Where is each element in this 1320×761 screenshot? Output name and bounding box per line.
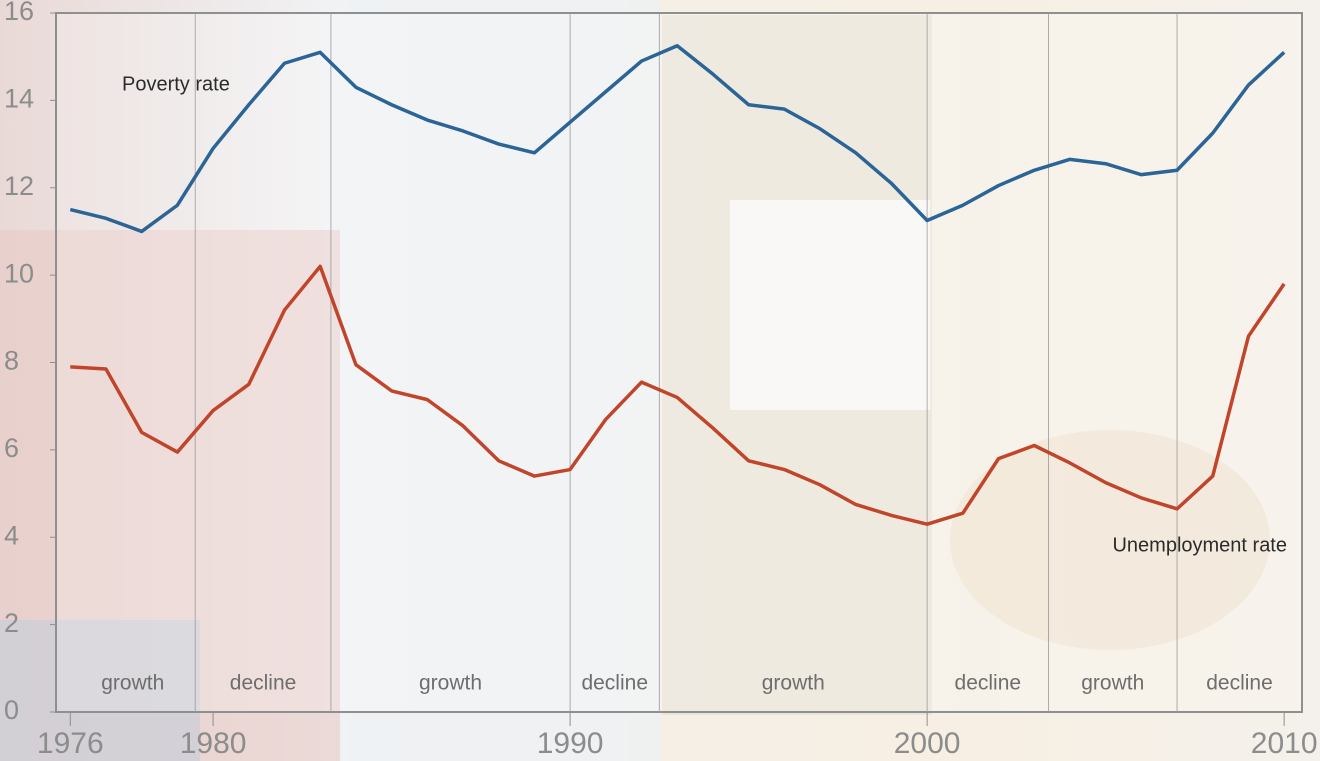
x-tick-label: 2000 — [894, 727, 961, 760]
y-tick-label: 8 — [4, 346, 19, 376]
series-line — [70, 264, 1286, 526]
y-tick-label: 4 — [4, 520, 19, 550]
period-label: decline — [1206, 672, 1273, 695]
period-label: growth — [762, 672, 825, 695]
y-tick-label: 16 — [4, 0, 34, 26]
y-tick-label: 10 — [4, 258, 34, 288]
y-tick-label: 6 — [4, 433, 19, 463]
period-label: decline — [581, 672, 648, 695]
plot-frame — [55, 12, 1303, 713]
period-label: growth — [101, 672, 164, 695]
x-tick-label: 2010 — [1251, 727, 1318, 760]
period-label: decline — [230, 672, 297, 695]
x-tick-label: 1980 — [180, 727, 247, 760]
series-line — [69, 44, 1286, 234]
y-tick-label: 12 — [4, 171, 34, 201]
y-tick-label: 2 — [4, 608, 19, 638]
period-label: decline — [955, 672, 1022, 695]
y-tick-label: 14 — [4, 84, 34, 114]
series-label: Unemployment rate — [1112, 534, 1287, 556]
y-tick-label: 0 — [4, 695, 19, 725]
series-label: Poverty rate — [122, 73, 230, 95]
x-tick-label: 1976 — [37, 727, 104, 760]
x-tick-label: 1990 — [537, 727, 604, 760]
period-label: growth — [419, 672, 482, 695]
period-label: growth — [1081, 672, 1144, 695]
